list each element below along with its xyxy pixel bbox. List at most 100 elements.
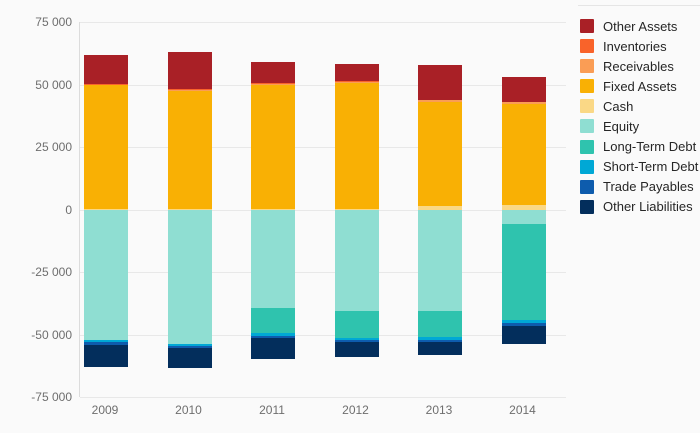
bar-segment[interactable] <box>251 209 295 308</box>
bar-segment[interactable] <box>334 311 379 338</box>
x-axis-tick-label: 2013 <box>425 403 453 417</box>
bar-segment[interactable] <box>334 340 379 342</box>
y-axis-tick-label: -75 000 <box>31 390 72 404</box>
bar-segment[interactable] <box>84 339 128 342</box>
bar-segment[interactable] <box>501 77 546 102</box>
bar-segment[interactable] <box>334 209 379 311</box>
bar-segment[interactable] <box>84 54 128 84</box>
bar-segment[interactable] <box>334 63 379 81</box>
bar-segment[interactable] <box>167 343 212 346</box>
bar-segment[interactable] <box>84 84 128 86</box>
bar-segment[interactable] <box>167 88 212 90</box>
bar-segment[interactable] <box>418 311 462 338</box>
legend-item[interactable]: Short-Term Debt <box>580 157 698 177</box>
bar-segment[interactable] <box>251 336 295 339</box>
bar-segment[interactable] <box>251 209 295 210</box>
bar-segment[interactable] <box>84 84 128 85</box>
bar-segment[interactable] <box>501 103 546 205</box>
gridline <box>80 334 566 336</box>
legend-item[interactable]: Receivables <box>580 56 698 76</box>
legend-swatch-icon <box>580 99 594 114</box>
legend-item[interactable]: Trade Payables <box>580 177 698 197</box>
bar-segment[interactable] <box>334 342 379 357</box>
bar-segment[interactable] <box>167 209 212 210</box>
gridline <box>80 397 566 398</box>
bar-segment[interactable] <box>251 307 295 334</box>
bar-segment[interactable] <box>418 65 462 100</box>
legend-item-label: Long-Term Debt <box>603 139 697 155</box>
bar-segment[interactable] <box>167 209 212 344</box>
y-axis-tick-label: 75 000 <box>35 15 72 29</box>
bar-segment[interactable] <box>501 209 546 224</box>
legend-swatch-icon <box>580 119 594 134</box>
legend-item[interactable]: Inventories <box>580 36 698 56</box>
bar-segment[interactable] <box>84 209 128 210</box>
bar-segment[interactable] <box>501 319 546 324</box>
bar-segment[interactable] <box>334 209 379 210</box>
bar-segment[interactable] <box>251 83 295 84</box>
legend-item-label: Cash <box>603 98 634 114</box>
bar-segment[interactable] <box>418 341 462 356</box>
x-axis-tick-label: 2012 <box>342 403 369 417</box>
bar-segment[interactable] <box>167 51 212 89</box>
legend-swatch-icon <box>580 199 594 214</box>
bar-segment[interactable] <box>501 101 546 103</box>
legend-swatch-icon <box>580 19 594 33</box>
bar-segment[interactable] <box>418 101 462 207</box>
bar-segment[interactable] <box>167 89 212 91</box>
bar-segment[interactable] <box>251 61 295 83</box>
bar-segment[interactable] <box>167 347 212 368</box>
bar-segment[interactable] <box>167 345 212 348</box>
gridline <box>80 272 566 273</box>
x-axis-tick-label: 2011 <box>259 403 285 417</box>
legend-item-label: Other Liabilities <box>603 199 693 215</box>
legend-item[interactable]: Other Assets <box>580 16 698 36</box>
legend-swatch-icon <box>580 39 594 54</box>
bar-segment[interactable] <box>501 204 546 210</box>
bar-segment[interactable] <box>501 102 546 104</box>
legend-item[interactable]: Long-Term Debt <box>580 137 698 157</box>
bar-segment[interactable] <box>418 337 462 340</box>
bar-segment[interactable] <box>251 333 295 337</box>
bar-segment[interactable] <box>418 209 462 312</box>
legend-item-label: Trade Payables <box>603 179 694 195</box>
bar-segment[interactable] <box>501 325 546 344</box>
legend-swatch-icon <box>580 139 594 154</box>
bar-segment[interactable] <box>418 100 462 102</box>
bar-segment[interactable] <box>501 223 546 320</box>
legend-item[interactable]: Other Liabilities <box>580 197 698 217</box>
legend-item[interactable]: Fixed Assets <box>580 76 698 96</box>
bar-segment[interactable] <box>418 99 462 101</box>
bar-segment[interactable] <box>251 83 295 86</box>
bar-segment[interactable] <box>334 337 379 341</box>
bar-segment[interactable] <box>251 338 295 359</box>
bar-segment[interactable] <box>334 81 379 83</box>
x-axis-tick-label: 2014 <box>509 403 536 417</box>
y-axis-tick-label: 25 000 <box>35 140 72 154</box>
gridline <box>80 147 566 148</box>
legend-item-label: Receivables <box>603 58 674 74</box>
bar-segment[interactable] <box>84 341 128 345</box>
legend-item-label: Fixed Assets <box>603 78 677 94</box>
bar-segment[interactable] <box>167 90 212 209</box>
bar-segment[interactable] <box>334 81 379 82</box>
y-axis-tick-label: 0 <box>65 202 72 217</box>
bar-segment[interactable] <box>84 85 128 209</box>
x-axis-tick-label: 2009 <box>91 403 119 417</box>
legend-item[interactable]: Equity <box>580 116 698 136</box>
legend-item-label: Short-Term Debt <box>603 159 699 175</box>
x-axis-tick-label: 2010 <box>175 403 202 417</box>
bar-segment[interactable] <box>251 85 295 209</box>
bar-segment[interactable] <box>334 83 379 209</box>
bar-segment[interactable] <box>84 344 128 367</box>
bar-segment[interactable] <box>84 209 128 340</box>
bar-segment[interactable] <box>501 323 546 326</box>
plot-area <box>79 22 566 398</box>
bar-segment[interactable] <box>418 340 462 342</box>
legend-swatch-icon <box>580 179 594 194</box>
legend-swatch-icon <box>580 79 594 94</box>
bar-segment[interactable] <box>418 206 462 210</box>
legend-item[interactable]: Cash <box>580 96 698 116</box>
legend-item-label: Inventories <box>603 38 667 54</box>
legend-swatch-icon <box>580 159 594 174</box>
